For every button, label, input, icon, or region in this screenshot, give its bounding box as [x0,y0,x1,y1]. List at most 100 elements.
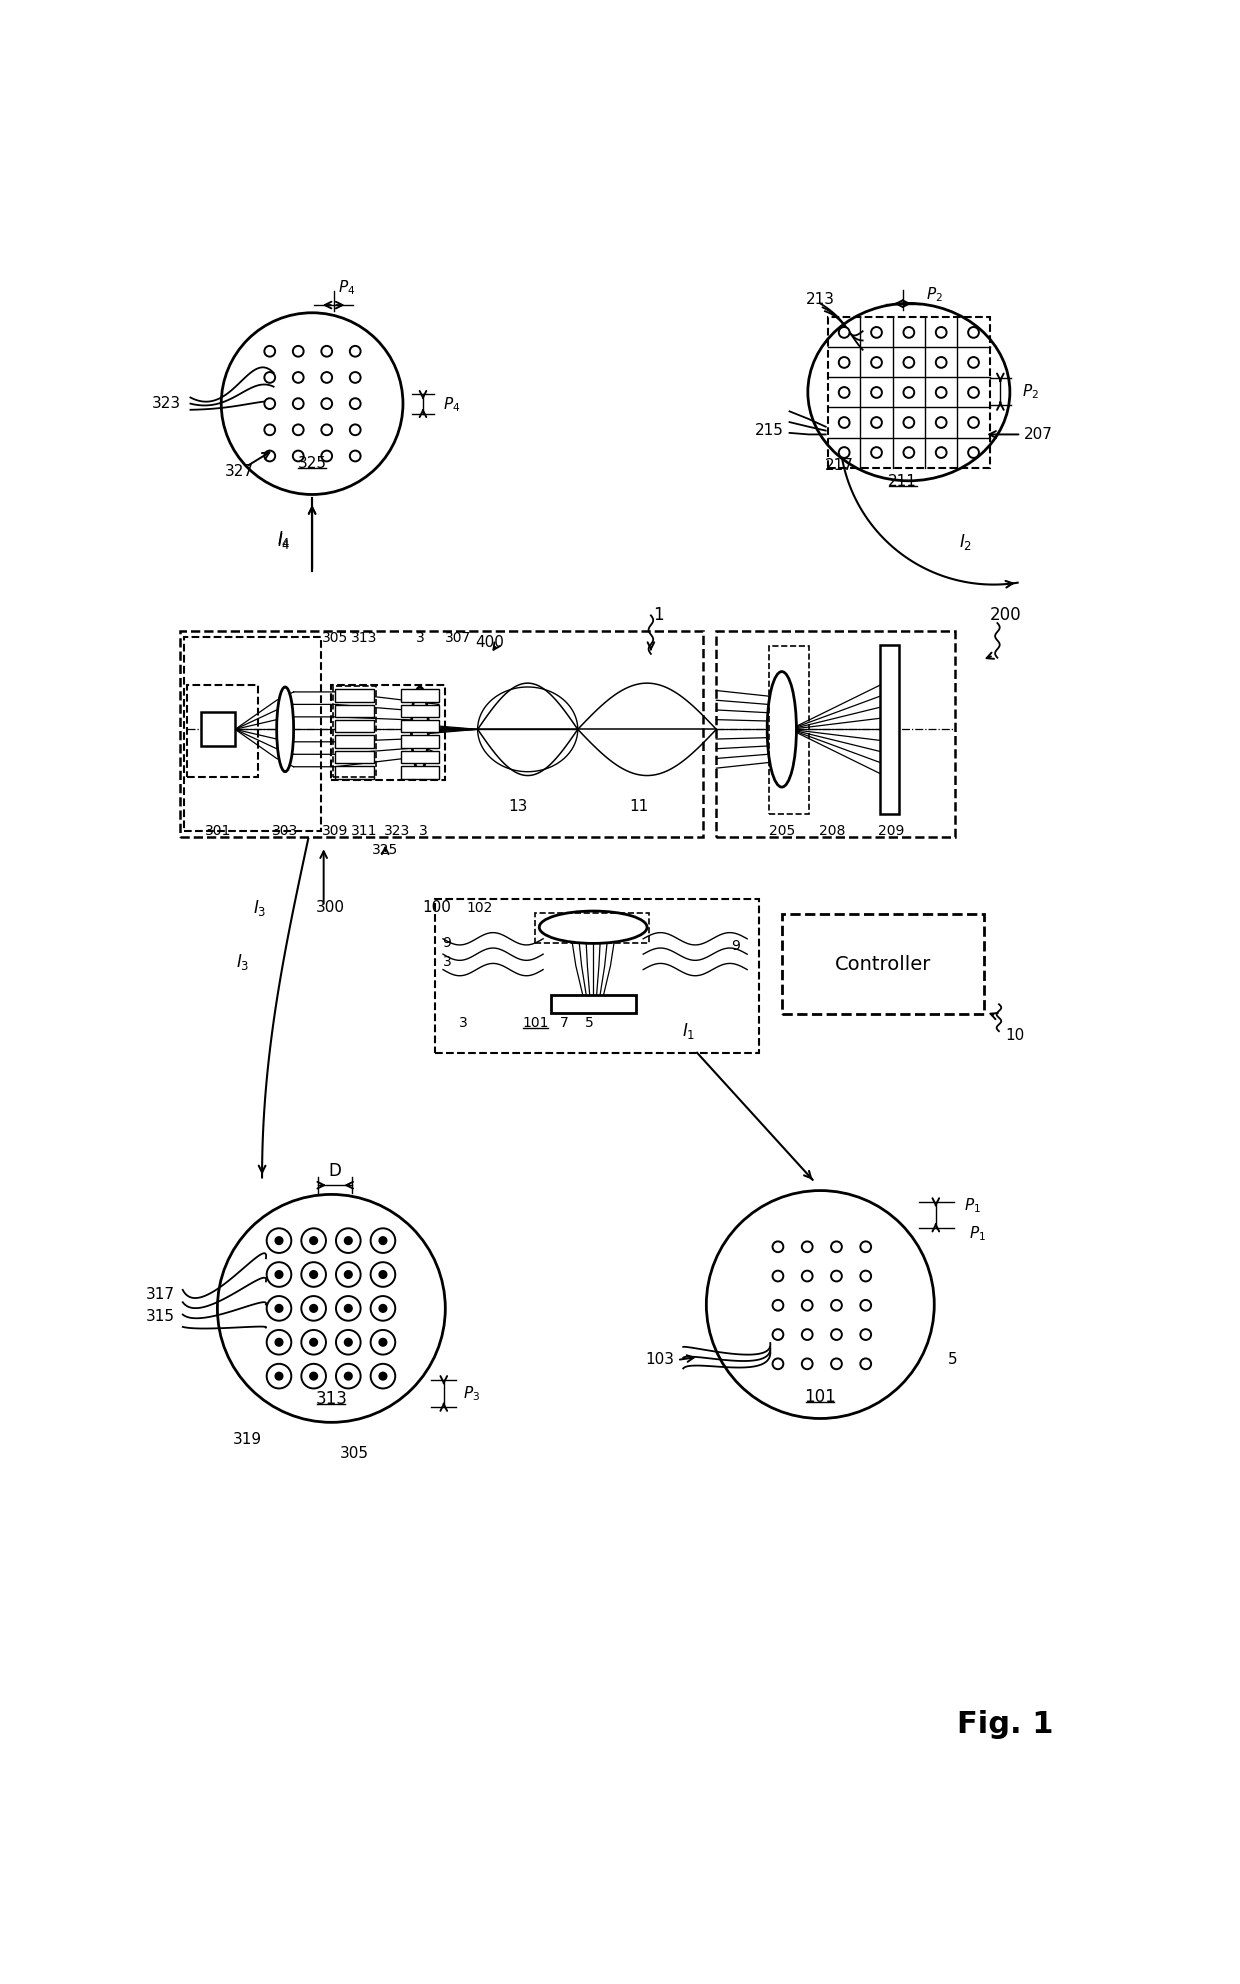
Circle shape [802,1270,812,1282]
Circle shape [267,1329,291,1355]
Text: 307: 307 [445,631,471,645]
Text: 313: 313 [351,631,378,645]
Text: 305: 305 [322,631,348,645]
Circle shape [371,1363,396,1389]
Circle shape [802,1300,812,1311]
Bar [187,684,258,778]
Circle shape [968,327,978,337]
Text: 313: 313 [315,1391,347,1409]
Circle shape [861,1270,872,1282]
Circle shape [872,327,882,337]
Text: 309: 309 [322,823,348,837]
Circle shape [936,446,946,458]
Circle shape [293,373,304,383]
Circle shape [264,450,275,462]
Circle shape [301,1329,326,1355]
Circle shape [872,417,882,429]
Text: 317: 317 [146,1288,175,1302]
Bar [717,631,955,837]
Circle shape [872,387,882,399]
Circle shape [336,1262,361,1288]
Text: $P_3$: $P_3$ [463,1385,480,1403]
Circle shape [264,373,275,383]
Text: $P_2$: $P_2$ [1022,383,1039,401]
Circle shape [838,327,849,337]
Circle shape [336,1296,361,1321]
Bar [401,736,439,748]
Text: 9: 9 [443,936,451,950]
Circle shape [773,1242,784,1252]
Text: $I_1$: $I_1$ [682,1022,694,1042]
Text: 3: 3 [443,954,451,968]
Text: 315: 315 [146,1309,175,1323]
Circle shape [321,345,332,357]
Circle shape [275,1270,283,1278]
Text: 213: 213 [806,292,835,308]
Bar [335,766,373,778]
Circle shape [968,417,978,429]
Circle shape [861,1300,872,1311]
Bar [401,766,439,778]
Text: 208: 208 [818,823,844,837]
Text: 5: 5 [949,1353,957,1367]
Circle shape [301,1296,326,1321]
Text: $I_4$: $I_4$ [277,530,290,550]
Text: 303: 303 [272,823,299,837]
Circle shape [968,446,978,458]
Bar [335,736,373,748]
Circle shape [310,1270,317,1278]
Bar [335,750,373,764]
Text: $P_2$: $P_2$ [926,286,942,304]
Bar [769,647,808,813]
Circle shape [345,1373,352,1381]
Bar [828,317,990,468]
Text: 10: 10 [1006,1028,1024,1042]
Circle shape [264,399,275,409]
Text: Controller: Controller [835,954,931,974]
Circle shape [321,425,332,434]
Circle shape [838,357,849,367]
Text: $I_3$: $I_3$ [236,952,249,972]
Text: 300: 300 [316,901,345,915]
Circle shape [336,1228,361,1254]
Circle shape [310,1305,317,1311]
Circle shape [379,1236,387,1244]
Circle shape [831,1242,842,1252]
Circle shape [904,446,914,458]
Circle shape [773,1300,784,1311]
Circle shape [379,1270,387,1278]
Circle shape [293,399,304,409]
Circle shape [379,1305,387,1311]
Circle shape [267,1228,291,1254]
Text: 327: 327 [226,464,254,478]
Text: 305: 305 [340,1446,370,1460]
Circle shape [371,1228,396,1254]
Ellipse shape [539,911,647,944]
Circle shape [267,1296,291,1321]
Circle shape [275,1373,283,1381]
Circle shape [310,1339,317,1345]
Circle shape [379,1373,387,1381]
Text: 101: 101 [805,1389,836,1407]
Text: 209: 209 [878,823,904,837]
Text: 217: 217 [825,458,854,474]
Text: 102: 102 [466,901,492,915]
Text: 200: 200 [990,607,1021,625]
Circle shape [872,446,882,458]
Text: D: D [329,1163,342,1180]
Text: 207: 207 [1024,427,1053,442]
Circle shape [872,357,882,367]
Circle shape [802,1329,812,1339]
Text: 100: 100 [422,901,450,915]
Bar [435,899,759,1054]
Bar [401,750,439,764]
Circle shape [301,1262,326,1288]
Text: 301: 301 [205,823,232,837]
Circle shape [350,399,361,409]
Bar [201,712,236,746]
Circle shape [936,327,946,337]
Circle shape [802,1242,812,1252]
Text: 5: 5 [585,1016,594,1030]
Bar [335,704,373,716]
Circle shape [267,1262,291,1288]
